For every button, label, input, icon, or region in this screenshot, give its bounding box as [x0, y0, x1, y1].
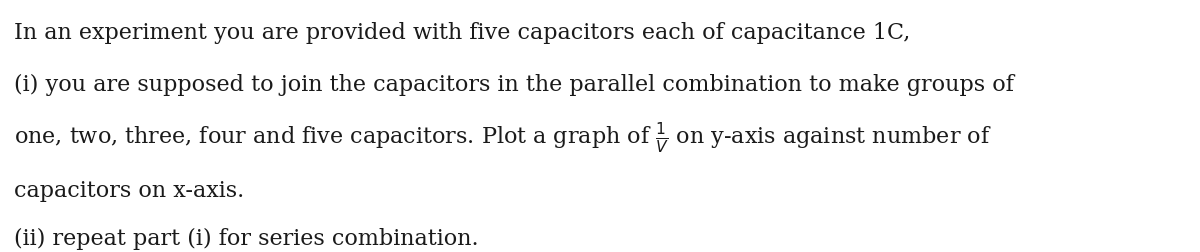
Text: (ii) repeat part (i) for series combination.: (ii) repeat part (i) for series combinat… [14, 227, 479, 249]
Text: (i) you are supposed to join the capacitors in the parallel combination to make : (i) you are supposed to join the capacit… [14, 73, 1014, 96]
Text: one, two, three, four and five capacitors. Plot a graph of $\frac{1}{V}$ on y-ax: one, two, three, four and five capacitor… [14, 120, 992, 155]
Text: capacitors on x-axis.: capacitors on x-axis. [14, 179, 245, 201]
Text: In an experiment you are provided with five capacitors each of capacitance 1C,: In an experiment you are provided with f… [14, 22, 911, 44]
